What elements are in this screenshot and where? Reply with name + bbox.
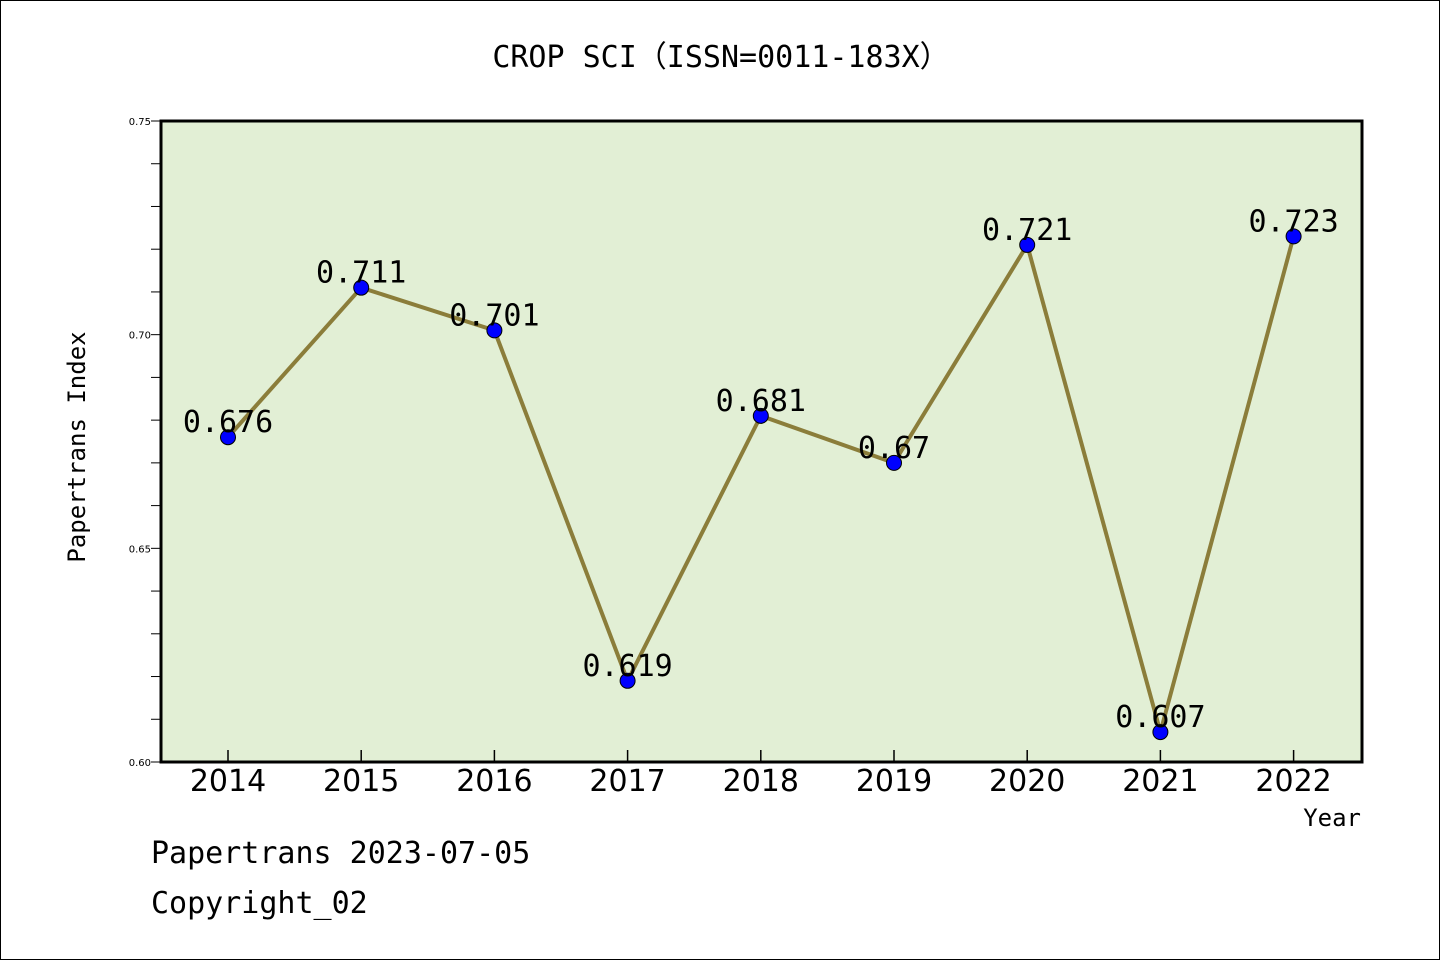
data-point	[220, 429, 236, 446]
y-axis: 0.60 0.65 0.70 0.75	[129, 117, 161, 769]
plot-area	[161, 121, 1362, 762]
x-tick-label: 2014	[190, 764, 266, 799]
footer-date-text: Papertrans 2023-07-05	[151, 836, 531, 871]
data-point	[1152, 724, 1169, 741]
y-tick-label: 0.75	[129, 117, 151, 128]
data-label: 0.681	[716, 384, 806, 419]
data-labels: 0.676 0.711 0.701 0.619 0.681 0.67 0.721 0.607 0…	[183, 204, 1339, 735]
data-label: 0.676	[183, 405, 273, 440]
data-label: 0.721	[982, 213, 1072, 248]
chart-title: CROP SCI（ISSN=0011-183X）	[492, 40, 949, 75]
data-label: 0.701	[449, 298, 539, 333]
x-tick-label: 2016	[456, 764, 532, 799]
data-point	[1285, 228, 1302, 245]
x-tick-label: 2020	[989, 764, 1065, 799]
y-tick-label: 0.70	[129, 331, 151, 342]
y-tick-label: 0.65	[129, 544, 151, 555]
x-axis-label: Year	[1303, 804, 1361, 832]
x-tick-label: 2017	[589, 764, 665, 799]
data-point	[1019, 236, 1036, 253]
x-tick-label: 2018	[723, 764, 799, 799]
data-label: 0.711	[316, 256, 406, 291]
x-tick-label: 2022	[1255, 764, 1331, 799]
data-label: 0.67	[858, 431, 930, 466]
x-tick-label: 2015	[323, 764, 399, 799]
data-point	[886, 454, 902, 471]
y-axis-label: Papertrans Index	[63, 331, 91, 562]
x-tick-label: 2021	[1122, 764, 1198, 799]
plot-border	[159, 119, 1364, 764]
series-layer	[220, 228, 1302, 741]
x-tick-label: 2019	[856, 764, 932, 799]
data-label: 0.607	[1115, 700, 1205, 735]
x-axis: 2014 2015 2016 2017 2018 2019 2020 2021 2022	[190, 750, 1332, 799]
data-point	[486, 322, 503, 339]
footer-copyright-text: Copyright_02	[151, 886, 368, 921]
data-point	[752, 407, 769, 424]
data-point	[619, 672, 636, 689]
y-tick-label: 0.60	[129, 758, 151, 769]
data-point	[353, 279, 370, 296]
data-label: 0.723	[1248, 204, 1338, 239]
data-label: 0.619	[582, 649, 672, 684]
